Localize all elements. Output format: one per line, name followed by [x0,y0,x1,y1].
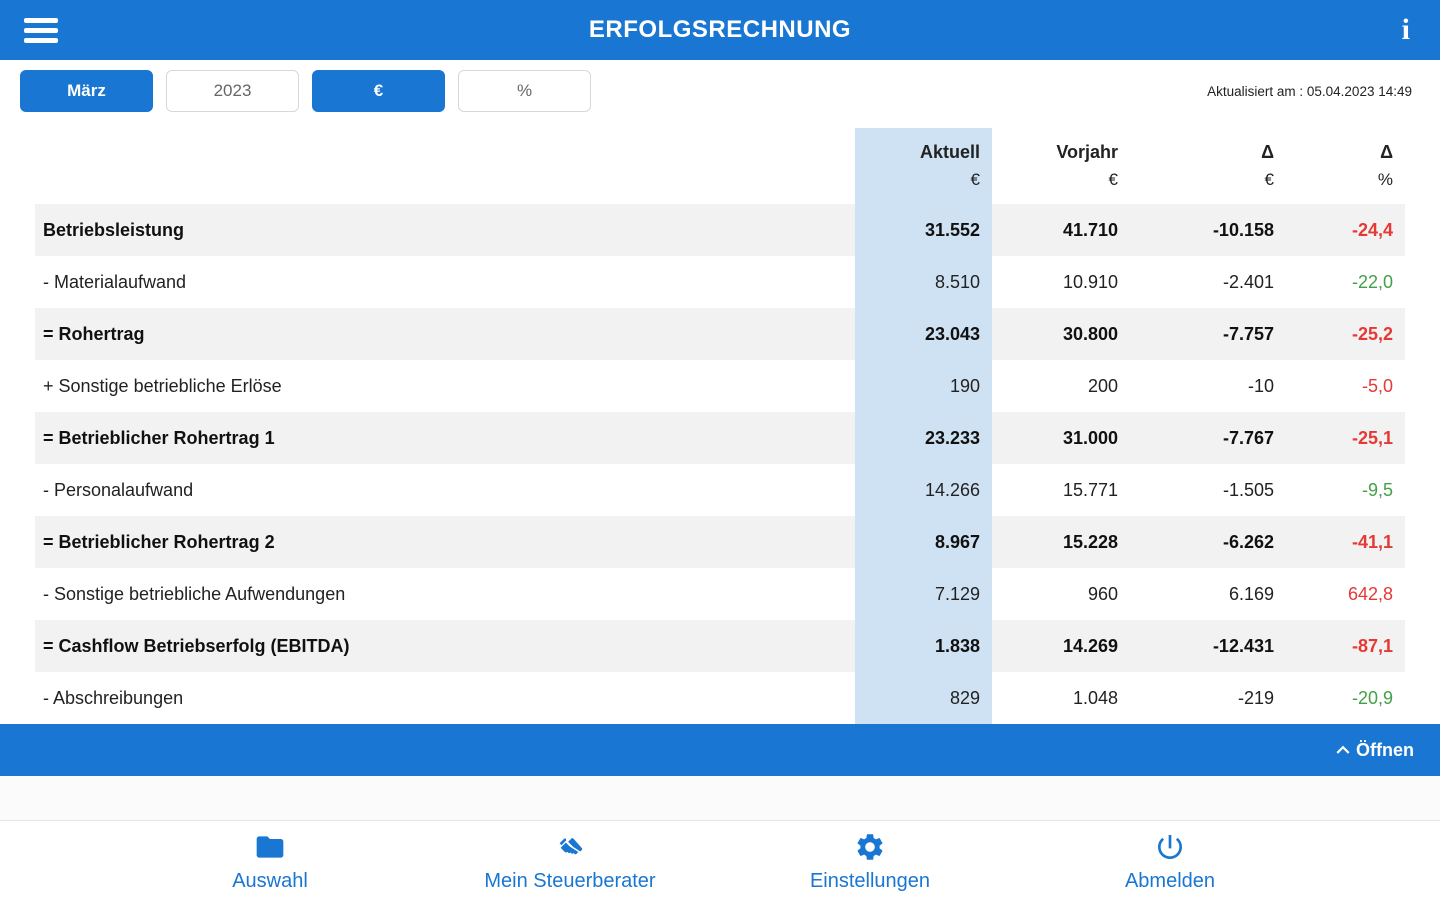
nav-item-label: Auswahl [232,869,308,892]
value-delta-eur: -1.505 [1222,479,1274,500]
row-label: + Sonstige betriebliche Erlöse [43,375,282,396]
row-label: = Cashflow Betriebserfolg (EBITDA) [43,635,350,656]
table-row[interactable]: - Materialaufwand 8.510 10.910 -2.401 -22,0 [35,256,1405,308]
expand-button-label: Öffnen [1356,739,1414,760]
column-header-delta-eur: Δ € [1261,142,1274,189]
value-delta-pct: -9,5 [1361,479,1393,500]
row-label: = Rohertrag [43,323,145,344]
table-row[interactable]: - Abschreibungen 829 1.048 -219 -20,9 [35,672,1405,724]
row-label: - Personalaufwand [43,479,194,500]
column-header-vorjahr: Vorjahr € [1056,142,1118,189]
value-delta-eur: -2.401 [1222,271,1274,292]
toolbar-button-1[interactable]: 2023 [166,70,299,112]
nav-item-einstellungen[interactable]: Einstellungen [720,821,1020,900]
table-header: Aktuell € Vorjahr € Δ € Δ % [35,128,1405,204]
last-updated-text: Aktualisiert am : 05.04.2023 14:49 [1207,83,1412,99]
value-aktuell: 23.043 [855,308,992,360]
column-header-delta-pct: Δ % [1377,142,1393,189]
table-row[interactable]: = Rohertrag 23.043 30.800 -7.757 -25,2 [35,308,1405,360]
table-row[interactable]: Betriebsleistung 31.552 41.710 -10.158 -24,4 [35,204,1405,256]
value-delta-eur: -7.767 [1222,427,1274,448]
value-vorjahr: 200 [1087,375,1118,396]
value-delta-pct: -87,1 [1351,635,1393,656]
nav-item-label: Einstellungen [809,869,931,892]
content-spacer [0,776,1440,820]
value-vorjahr: 31.000 [1062,427,1118,448]
hamburger-icon [24,17,58,23]
row-label: Betriebsleistung [43,219,185,240]
value-delta-pct: -24,4 [1351,219,1393,240]
toolbar-button-0[interactable]: März [20,70,153,112]
table-row[interactable]: = Betrieblicher Rohertrag 2 8.967 15.228 -6… [35,516,1405,568]
toolbar-button-2[interactable]: € [312,70,445,112]
results-table: Aktuell € Vorjahr € Δ € Δ % Betriebsleis… [35,128,1405,724]
value-delta-eur: -12.431 [1212,635,1274,656]
value-aktuell: 1.838 [855,620,992,672]
value-delta-pct: 642,8 [1347,583,1393,604]
info-icon: i [1401,13,1410,46]
info-button[interactable]: i [1394,15,1418,45]
value-vorjahr: 14.269 [1062,635,1118,656]
toolbar-button-group: März 2023 €% [20,70,591,112]
folder-icon [252,829,288,865]
value-delta-pct: -41,1 [1351,531,1393,552]
toolbar-button-3[interactable]: % [458,70,591,112]
table-row[interactable]: = Cashflow Betriebserfolg (EBITDA) 1.838 1… [35,620,1405,672]
table-row[interactable]: - Personalaufwand 14.266 15.771 -1.505 -9,5 [35,464,1405,516]
power-icon [1152,829,1188,865]
row-label: = Betrieblicher Rohertrag 2 [43,531,275,552]
value-delta-pct: -20,9 [1351,687,1393,708]
nav-item-abmelden[interactable]: Abmelden [1020,821,1320,900]
value-delta-pct: -25,1 [1351,427,1393,448]
value-vorjahr: 41.710 [1062,219,1118,240]
value-vorjahr: 1.048 [1072,687,1118,708]
table-row[interactable]: - Sonstige betriebliche Aufwendungen 7.12… [35,568,1405,620]
row-label: = Betrieblicher Rohertrag 1 [43,427,275,448]
nav-item-auswahl[interactable]: Auswahl [120,821,420,900]
value-vorjahr: 10.910 [1062,271,1118,292]
page-title: ERFOLGSRECHNUNG [588,16,852,43]
table-row[interactable]: = Betrieblicher Rohertrag 1 23.233 31.000 -… [35,412,1405,464]
row-label: - Materialaufwand [43,271,187,292]
value-vorjahr: 15.771 [1062,479,1118,500]
chevron-up-icon [1330,737,1356,763]
value-delta-pct: -5,0 [1361,375,1393,396]
value-vorjahr: 960 [1087,583,1118,604]
gear-icon [852,829,888,865]
row-label: - Sonstige betriebliche Aufwendungen [43,583,346,604]
row-label: - Abschreibungen [43,687,184,708]
value-delta-eur: 6.169 [1228,583,1274,604]
value-aktuell: 8.967 [855,516,992,568]
value-delta-pct: -25,2 [1351,323,1393,344]
nav-item-label: Abmelden [1124,869,1216,892]
table-body: Betriebsleistung 31.552 41.710 -10.158 -24,4… [35,204,1405,724]
value-aktuell: 190 [855,360,992,412]
value-aktuell: 7.129 [855,568,992,620]
filter-toolbar: März 2023 €% Aktualisiert am : 05.04.2023 … [0,60,1440,122]
value-aktuell: 23.233 [855,412,992,464]
value-delta-eur: -219 [1237,687,1274,708]
value-aktuell: 8.510 [855,256,992,308]
value-vorjahr: 15.228 [1062,531,1118,552]
value-delta-eur: -6.262 [1222,531,1274,552]
top-bar: ERFOLGSRECHNUNG i [0,0,1440,60]
nav-item-label: Mein Steuerberater [484,869,656,892]
column-header-aktuell: Aktuell € [855,128,992,204]
value-aktuell: 14.266 [855,464,992,516]
handshake-icon [552,829,588,865]
expand-button[interactable]: Öffnen [0,724,1440,776]
value-aktuell: 829 [855,672,992,724]
bottom-navigation: Auswahl Mein Steuerberater Einstellungen Ab… [0,820,1440,900]
value-delta-eur: -10.158 [1212,219,1274,240]
menu-button[interactable] [22,14,60,47]
value-aktuell: 31.552 [855,204,992,256]
value-delta-pct: -22,0 [1351,271,1393,292]
table-row[interactable]: + Sonstige betriebliche Erlöse 190 200 -10 -… [35,360,1405,412]
nav-item-mein-steuerberater[interactable]: Mein Steuerberater [420,821,720,900]
value-delta-eur: -10 [1247,375,1274,396]
value-vorjahr: 30.800 [1062,323,1118,344]
value-delta-eur: -7.757 [1222,323,1274,344]
